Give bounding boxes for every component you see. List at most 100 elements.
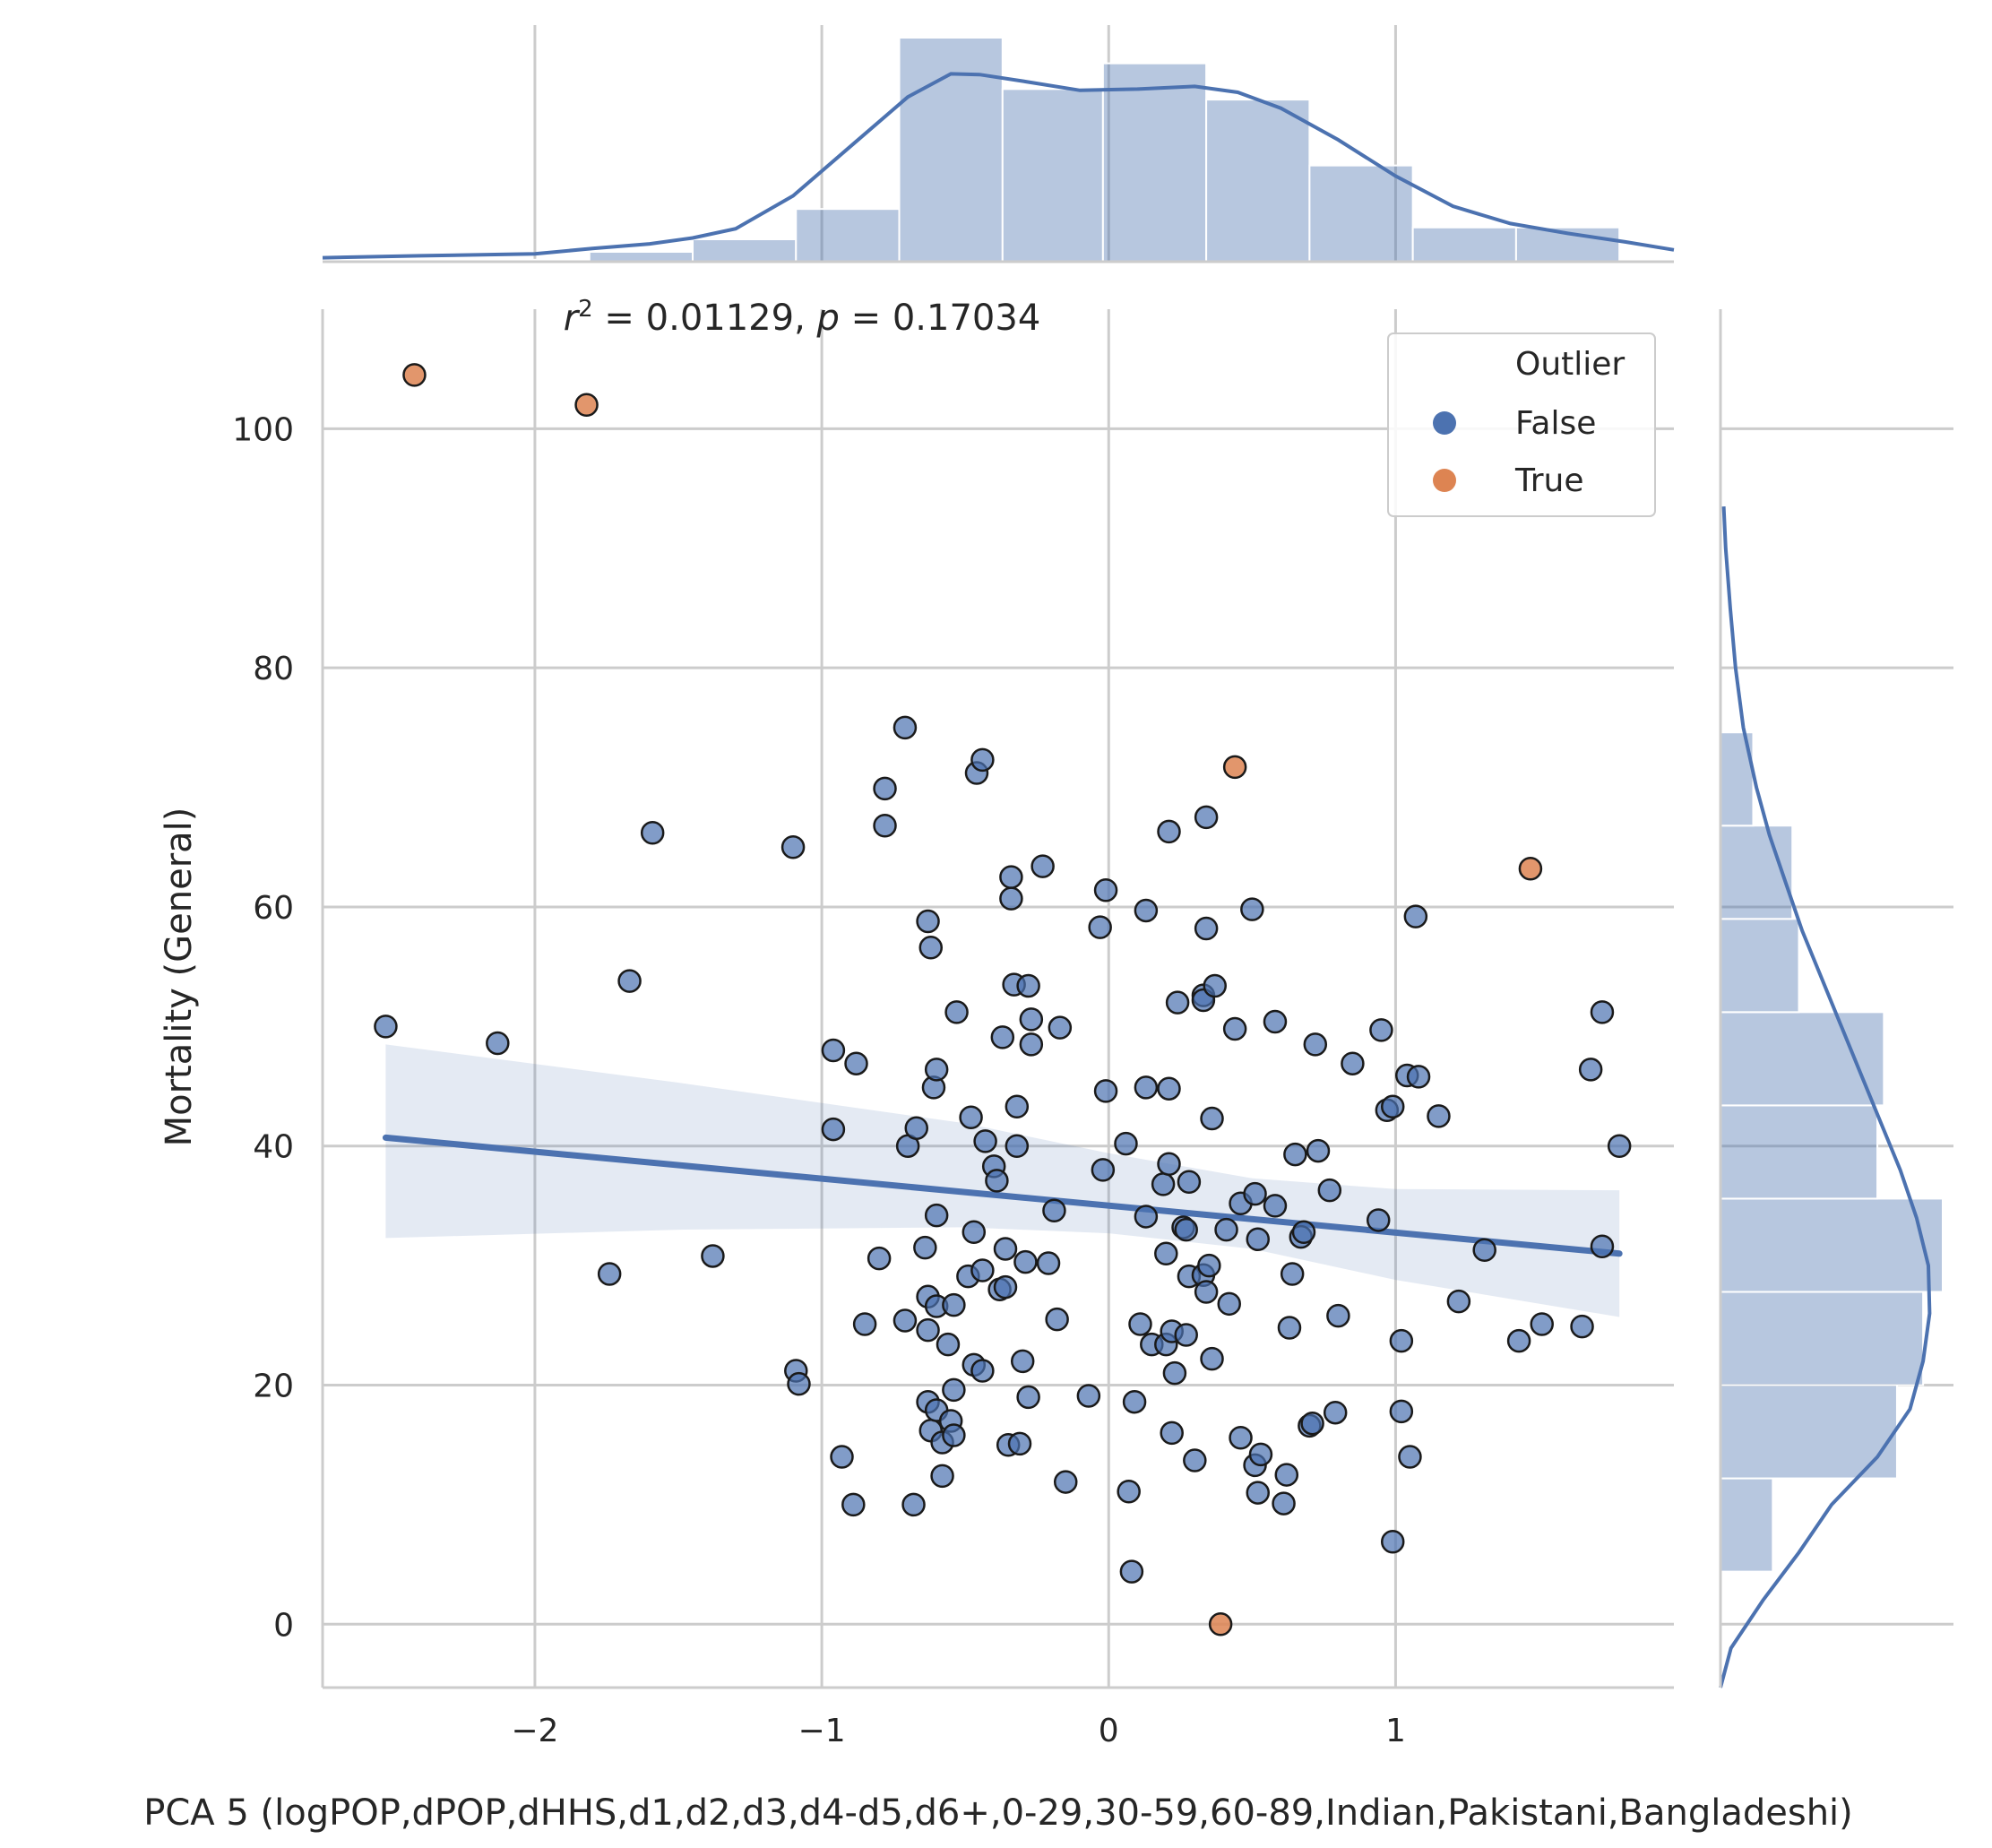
data-point-false (1134, 898, 1159, 923)
marginal-y-bar (1720, 918, 1800, 1014)
data-point-false (1229, 1425, 1253, 1450)
data-point-false (821, 1038, 846, 1063)
data-point-false (1303, 1032, 1328, 1057)
data-point-false (1119, 1559, 1144, 1584)
main-gridlines (323, 309, 1674, 1688)
data-point-false (1030, 854, 1055, 878)
marginal-y-kde-curve (1719, 506, 1932, 1688)
legend-label-false: False (1515, 405, 1596, 442)
data-point-false (873, 813, 897, 838)
legend-title: Outlier (1515, 346, 1625, 383)
data-point-false (901, 1492, 926, 1517)
data-point-false (970, 1258, 995, 1282)
data-point-false (1007, 1431, 1032, 1456)
data-point-false (873, 776, 897, 801)
data-point-false (1053, 1470, 1078, 1494)
annot-p-symbol: p (816, 298, 840, 339)
data-point-false (893, 715, 918, 740)
data-point-false (913, 1235, 937, 1260)
data-point-false (1005, 1094, 1030, 1118)
data-point-false (1323, 1400, 1348, 1425)
data-point-false (1272, 1491, 1296, 1516)
data-point-true (402, 363, 427, 387)
data-point-false (1274, 1463, 1299, 1487)
data-point-false (1217, 1291, 1241, 1317)
data-point-false (999, 865, 1023, 889)
data-point-false (1194, 805, 1219, 830)
data-point-false (852, 1312, 877, 1336)
legend-box (1387, 332, 1656, 517)
data-point-false (1263, 1009, 1288, 1034)
data-point-false (936, 1332, 961, 1357)
legend: Outlier False True (1387, 332, 1656, 517)
x-tick-label: 0 (1099, 1713, 1119, 1749)
marginal-y-bar (1720, 1477, 1774, 1573)
data-point-false (893, 1308, 918, 1333)
data-point-false (1472, 1238, 1496, 1263)
data-point-false (970, 747, 995, 773)
data-point-true (574, 393, 599, 417)
marginal-x-gridlines (533, 25, 1397, 262)
marginal-x-bar (1308, 164, 1414, 263)
data-point-false (597, 1262, 622, 1286)
data-point-false (944, 1000, 969, 1024)
data-point-false (486, 1031, 510, 1056)
data-point-false (959, 1105, 983, 1129)
data-point-false (1590, 1234, 1615, 1259)
data-point-false (1326, 1303, 1350, 1328)
marginal-x-bar (1101, 62, 1208, 263)
y-axis-label: Mortality (General) (159, 807, 200, 1147)
data-point-false (1389, 1328, 1414, 1353)
x-tick-label: −2 (511, 1713, 558, 1749)
data-point-false (701, 1244, 725, 1268)
data-point-false (1380, 1530, 1405, 1554)
data-point-false (999, 886, 1023, 911)
data-point-false (1165, 990, 1190, 1015)
data-point-false (1200, 1106, 1224, 1131)
data-point-false (867, 1246, 892, 1271)
data-point-false (844, 1051, 868, 1075)
data-point-false (1005, 1134, 1030, 1158)
data-point-false (1578, 1058, 1603, 1082)
data-point-false (1117, 1479, 1141, 1504)
data-point-false (1036, 1251, 1061, 1275)
marginal-y-bar (1720, 1291, 1925, 1386)
data-point-false (1016, 1385, 1040, 1410)
data-point-false (1134, 1205, 1159, 1229)
data-point-false (780, 835, 806, 859)
marginal-x-bar (588, 250, 694, 263)
data-point-false (1570, 1314, 1594, 1339)
data-point-false (1389, 1399, 1414, 1424)
data-point-false (918, 936, 944, 960)
data-point-false (1590, 1000, 1615, 1024)
data-point-false (1154, 1241, 1178, 1266)
data-point-false (1291, 1220, 1316, 1245)
data-point-false (973, 1129, 997, 1153)
y-tick-label: 0 (273, 1607, 294, 1644)
data-point-false (1194, 1280, 1219, 1304)
data-point-false (916, 1317, 940, 1343)
data-point-false (916, 909, 940, 934)
data-point-false (1134, 1075, 1159, 1100)
data-point-false (1076, 1384, 1101, 1408)
annot-p-value: = 0.17034 (840, 298, 1040, 339)
annot-r-symbol: r (564, 298, 581, 339)
data-point-false (1016, 973, 1040, 998)
data-point-true (1208, 1612, 1233, 1636)
data-point-false (1300, 1411, 1324, 1436)
x-axis-label: PCA 5 (logPOP,dPOP,dHHS,d1,d2,d3,d4-d5,d… (143, 1792, 1853, 1834)
data-point-false (1157, 1152, 1181, 1176)
data-point-false (1157, 819, 1181, 844)
legend-marker-true (1433, 469, 1456, 492)
y-tick-labels: 0 20 40 60 80 100 (232, 411, 294, 1644)
data-point-false (1246, 1227, 1271, 1252)
marginal-x-bar (1411, 226, 1517, 263)
marginal-x-bar (692, 238, 798, 263)
data-point-false (821, 1117, 846, 1142)
legend-marker-false (1433, 411, 1456, 435)
x-tick-label: −1 (798, 1713, 846, 1749)
y-tick-label: 20 (253, 1369, 294, 1405)
data-point-false (924, 1058, 949, 1082)
